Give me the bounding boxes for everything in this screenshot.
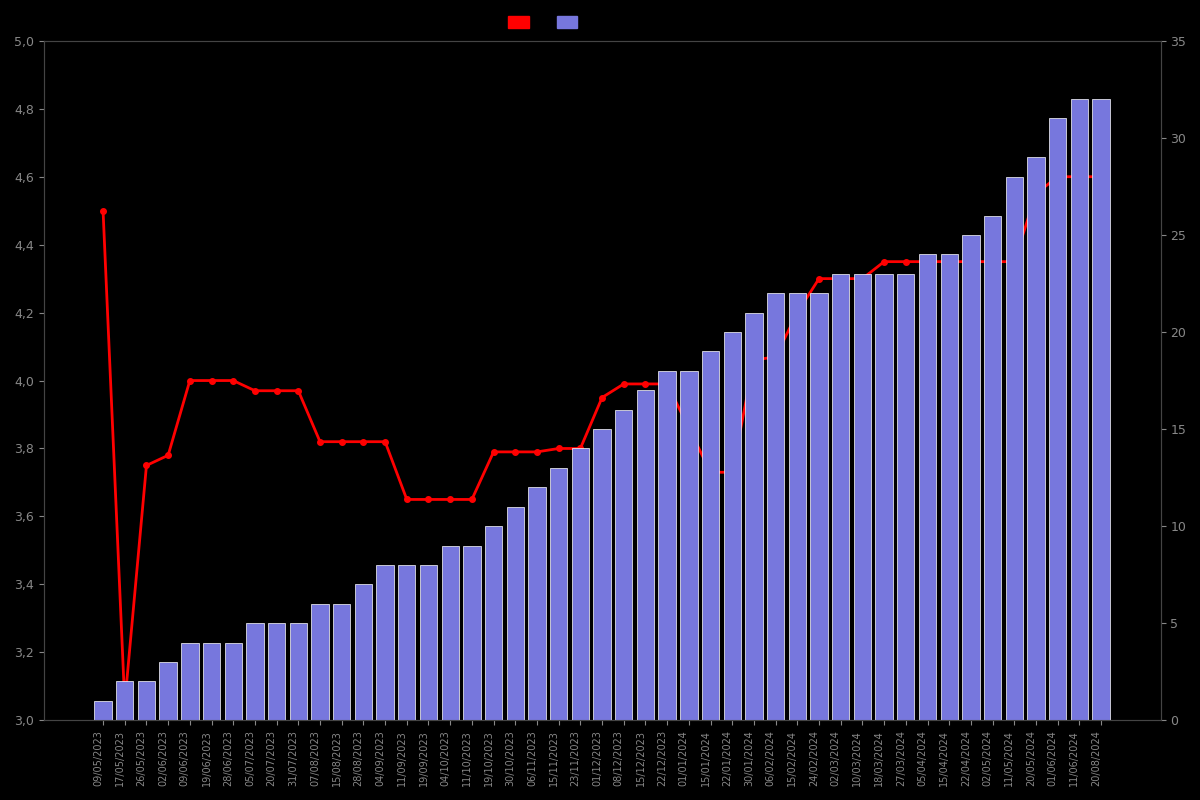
Bar [289, 623, 307, 720]
Bar [788, 293, 806, 720]
Bar [1006, 177, 1022, 720]
Bar [160, 662, 176, 720]
Bar [1027, 158, 1045, 720]
Bar [941, 254, 958, 720]
Bar [203, 642, 221, 720]
Bar [571, 449, 589, 720]
Bar [919, 254, 936, 720]
Bar [420, 565, 437, 720]
Bar [702, 351, 719, 720]
Bar [680, 371, 697, 720]
Bar [398, 565, 415, 720]
Bar [962, 235, 979, 720]
Bar [95, 701, 112, 720]
Bar [224, 642, 242, 720]
Bar [593, 429, 611, 720]
Bar [832, 274, 850, 720]
Legend: , : , [503, 10, 590, 35]
Bar [1092, 99, 1110, 720]
Bar [355, 584, 372, 720]
Bar [442, 546, 458, 720]
Bar [724, 332, 740, 720]
Bar [334, 604, 350, 720]
Bar [637, 390, 654, 720]
Bar [550, 468, 568, 720]
Bar [528, 487, 546, 720]
Bar [377, 565, 394, 720]
Bar [181, 642, 198, 720]
Bar [1070, 99, 1088, 720]
Bar [616, 410, 632, 720]
Bar [116, 682, 133, 720]
Bar [138, 682, 155, 720]
Bar [485, 526, 503, 720]
Bar [810, 293, 828, 720]
Bar [984, 215, 1001, 720]
Bar [246, 623, 264, 720]
Bar [268, 623, 286, 720]
Bar [745, 313, 763, 720]
Bar [311, 604, 329, 720]
Bar [767, 293, 785, 720]
Bar [898, 274, 914, 720]
Bar [853, 274, 871, 720]
Bar [1049, 118, 1067, 720]
Bar [506, 506, 524, 720]
Bar [876, 274, 893, 720]
Bar [659, 371, 676, 720]
Bar [463, 546, 480, 720]
